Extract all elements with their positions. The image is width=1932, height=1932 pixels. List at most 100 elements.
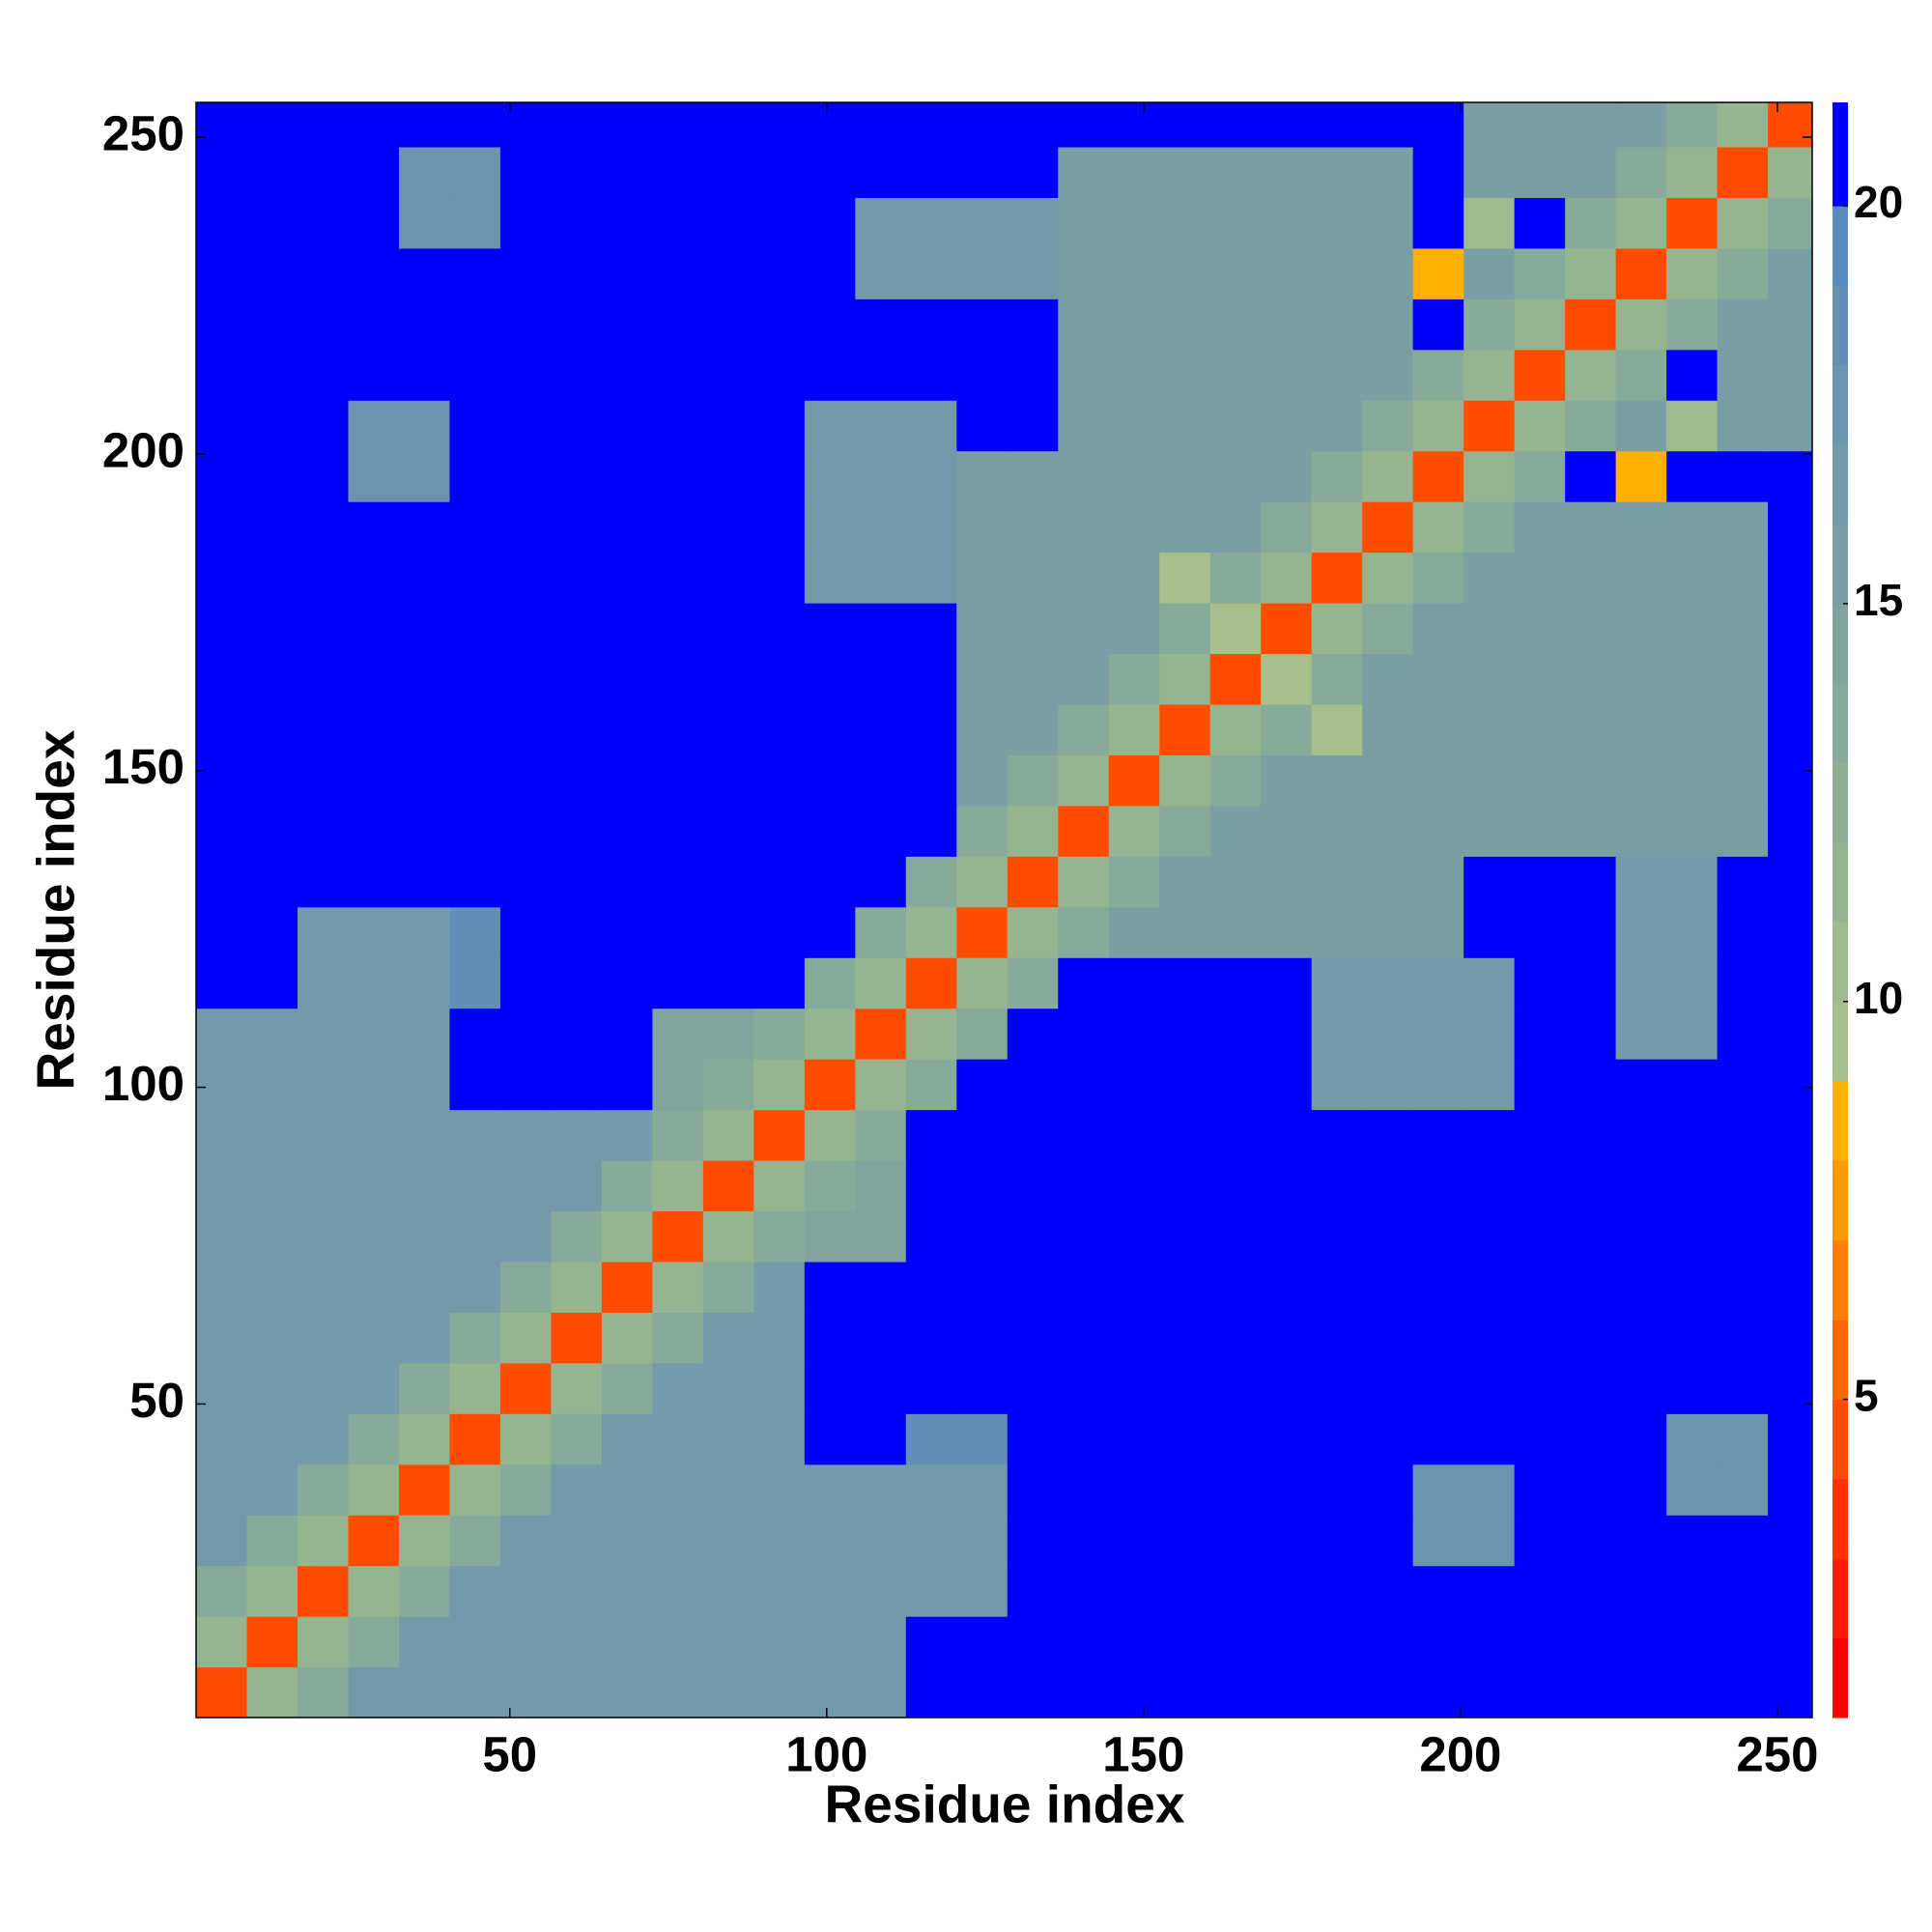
heatmap-cell <box>1261 906 1313 958</box>
heatmap-cell <box>246 1159 298 1212</box>
heatmap-cell <box>551 450 603 502</box>
y-tick-label: 50 <box>129 1373 185 1428</box>
heatmap-cell <box>1362 957 1414 1009</box>
heatmap-cell <box>1412 805 1464 857</box>
heatmap-cell <box>1514 1059 1566 1111</box>
heatmap-cell <box>1209 501 1262 554</box>
heatmap-cell <box>1768 1515 1812 1567</box>
heatmap-cell <box>1159 1362 1211 1414</box>
heatmap-cell <box>246 1008 298 1060</box>
heatmap-cell <box>905 957 957 1009</box>
heatmap-cell <box>449 1565 501 1617</box>
heatmap-cell <box>1209 1515 1262 1567</box>
heatmap-cell <box>1615 197 1667 249</box>
heatmap-cell <box>551 703 603 755</box>
heatmap-cell <box>348 754 400 807</box>
heatmap-cell <box>1159 957 1211 1009</box>
heatmap-cell <box>1514 906 1566 958</box>
heatmap-cell <box>499 1616 553 1668</box>
heatmap-cell <box>1261 450 1313 502</box>
heatmap-cell <box>956 805 1009 857</box>
heatmap-cell <box>1209 1413 1262 1465</box>
heatmap-cell <box>297 1261 350 1313</box>
heatmap-cell <box>1007 1261 1059 1313</box>
heatmap-cell <box>449 400 501 452</box>
heatmap-cell <box>1007 1463 1059 1516</box>
heatmap-cell <box>1261 1261 1313 1313</box>
heatmap-cell <box>1717 1210 1769 1263</box>
heatmap-cell <box>246 957 298 1009</box>
heatmap-cell <box>348 957 400 1009</box>
heatmap-cell <box>551 102 603 148</box>
heatmap-cell <box>905 501 957 554</box>
heatmap-cell <box>1768 602 1812 655</box>
heatmap-cell <box>956 450 1009 502</box>
heatmap-cell <box>246 1362 298 1414</box>
heatmap-cell <box>1565 906 1617 958</box>
heatmap-cell <box>905 703 957 755</box>
heatmap-cell <box>348 197 400 249</box>
heatmap-cell <box>348 400 400 452</box>
heatmap-cell <box>1058 1008 1110 1060</box>
heatmap-cell <box>1261 1312 1313 1364</box>
heatmap-cell <box>398 856 451 908</box>
heatmap-cell <box>499 1312 553 1364</box>
heatmap-cell <box>398 1463 451 1516</box>
heatmap-cell <box>1565 400 1617 452</box>
heatmap-cell <box>1362 450 1414 502</box>
heatmap-cell <box>905 102 957 148</box>
heatmap-cell <box>1209 703 1262 755</box>
heatmap-cell <box>1717 1261 1769 1313</box>
heatmap-cell <box>601 957 653 1009</box>
heatmap-cell <box>956 1616 1009 1668</box>
heatmap-cell <box>956 1515 1009 1567</box>
heatmap-cell <box>297 1666 350 1718</box>
heatmap-cell <box>1412 247 1464 299</box>
heatmap-cell <box>1615 1616 1667 1668</box>
heatmap-cell <box>1261 1515 1313 1567</box>
heatmap-cell <box>753 703 806 755</box>
heatmap-cell <box>1209 400 1262 452</box>
heatmap-cell <box>1209 349 1262 401</box>
colorbar-tick-label: 20 <box>1854 177 1903 227</box>
heatmap-cell <box>652 1666 704 1718</box>
heatmap-cell <box>1615 703 1667 755</box>
heatmap-cell <box>449 957 501 1009</box>
heatmap-cell <box>449 298 501 351</box>
heatmap-cell <box>753 450 806 502</box>
heatmap-cell <box>499 1059 553 1111</box>
heatmap-cell <box>398 1210 451 1263</box>
heatmap-cell <box>1717 450 1769 502</box>
heatmap-cell <box>1463 1312 1516 1364</box>
heatmap-cell <box>804 501 856 554</box>
heatmap-cell <box>1261 501 1313 554</box>
heatmap-cell <box>1565 957 1617 1009</box>
heatmap-cell <box>702 298 754 351</box>
heatmap-cell <box>499 197 553 249</box>
heatmap-cell <box>1615 957 1667 1009</box>
heatmap-cell <box>398 197 451 249</box>
heatmap-cell <box>297 400 350 452</box>
heatmap-cell <box>1159 1515 1211 1567</box>
heatmap-cell <box>297 146 350 198</box>
heatmap-cell <box>702 1565 754 1617</box>
heatmap-cell <box>1463 754 1516 807</box>
heatmap-cell <box>702 1413 754 1465</box>
heatmap-cell <box>297 1565 350 1617</box>
heatmap-cell <box>1412 400 1464 452</box>
heatmap-cell <box>1058 450 1110 502</box>
heatmap-cell <box>804 1210 856 1263</box>
heatmap-cell <box>956 1463 1009 1516</box>
heatmap-cell <box>601 602 653 655</box>
heatmap-cell <box>1717 146 1769 198</box>
heatmap-cell <box>348 102 400 148</box>
heatmap-cell <box>297 349 350 401</box>
heatmap-cell <box>1565 754 1617 807</box>
heatmap-cell <box>855 400 907 452</box>
heatmap-cell <box>905 1362 957 1414</box>
heatmap-cell <box>855 1059 907 1111</box>
heatmap-cell <box>1615 102 1667 148</box>
heatmap-cell <box>297 1210 350 1263</box>
heatmap-cell <box>246 1413 298 1465</box>
heatmap-cell <box>1412 1463 1464 1516</box>
